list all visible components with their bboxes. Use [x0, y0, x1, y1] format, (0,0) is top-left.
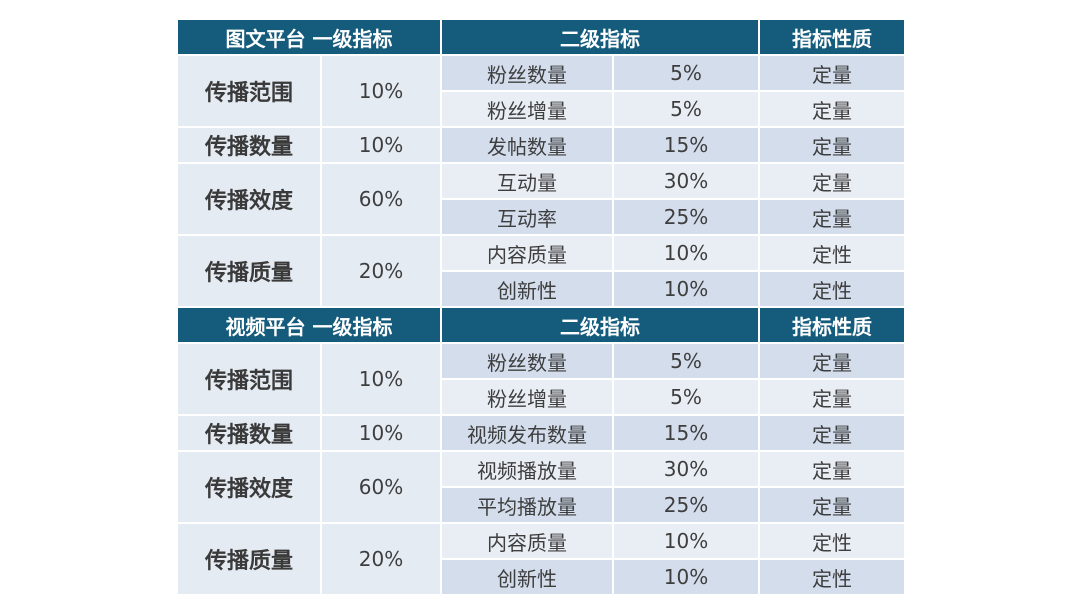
level2-weight: 30%	[612, 450, 760, 488]
nature-cell: 定量	[758, 54, 906, 92]
nature-cell: 定量	[758, 90, 906, 128]
level1-name: 传播效度	[176, 450, 322, 524]
nature-cell: 定性	[758, 234, 906, 272]
nature-cell: 定量	[758, 486, 906, 524]
level2-name: 视频发布数量	[440, 414, 614, 452]
nature-cell: 定量	[758, 162, 906, 200]
level1-name: 传播效度	[176, 162, 322, 236]
metrics-table-container: 图文平台 一级指标 二级指标 指标性质 传播范围 10% 粉丝数量 5% 定量 粉丝增量 5% 定量…	[176, 18, 906, 596]
table-row: 平均播放量 25% 定量	[177, 486, 906, 524]
table-row: 传播质量 20% 内容质量 10% 定性	[176, 234, 906, 308]
level2-name: 创新性	[440, 270, 614, 308]
level1-weight: 10%	[320, 126, 442, 164]
level2-name: 粉丝数量	[440, 342, 614, 380]
level1-weight: 60%	[320, 450, 442, 524]
level1-name: 传播质量	[176, 234, 322, 308]
level1-header: 视频平台 一级指标	[176, 306, 442, 344]
level2-weight: 10%	[612, 234, 760, 272]
nature-header: 指标性质	[758, 306, 906, 344]
nature-cell: 定量	[758, 198, 906, 236]
level1-weight: 60%	[320, 162, 442, 236]
nature-cell: 定量	[758, 126, 906, 164]
level1-weight: 10%	[320, 54, 442, 128]
level1-weight: 10%	[320, 342, 442, 416]
nature-cell: 定性	[758, 270, 906, 308]
level2-weight: 30%	[612, 162, 760, 200]
table-row: 传播数量 10% 视频发布数量 15% 定量	[176, 414, 906, 452]
nature-cell: 定量	[758, 342, 906, 380]
level1-weight: 20%	[320, 234, 442, 308]
table-row: 粉丝增量 5% 定量	[177, 378, 906, 416]
level2-weight: 5%	[612, 342, 760, 380]
level2-weight: 15%	[612, 126, 760, 164]
nature-header: 指标性质	[758, 18, 906, 56]
level2-header: 二级指标	[440, 18, 760, 56]
level2-name: 互动率	[440, 198, 614, 236]
table-row: 传播效度 60% 互动量 30% 定量	[176, 162, 906, 236]
table-row: 传播数量 10% 发帖数量 15% 定量	[176, 126, 906, 164]
table-row: 传播范围 10% 粉丝数量 5% 定量	[176, 54, 906, 128]
level1-name: 传播质量	[176, 522, 322, 596]
level1-name: 传播范围	[176, 54, 322, 128]
level2-name: 互动量	[440, 162, 614, 200]
level2-name: 粉丝增量	[440, 90, 614, 128]
level2-header: 二级指标	[440, 306, 760, 344]
level2-weight: 10%	[612, 270, 760, 308]
table-row: 传播效度 60% 视频播放量 30% 定量	[176, 450, 906, 524]
level2-name: 内容质量	[440, 522, 614, 560]
level2-weight: 10%	[612, 522, 760, 560]
level1-weight: 10%	[320, 414, 442, 452]
level2-name: 平均播放量	[440, 486, 614, 524]
level1-name: 传播数量	[176, 414, 322, 452]
nature-cell: 定性	[758, 558, 906, 596]
nature-cell: 定量	[758, 414, 906, 452]
table-row: 传播范围 10% 粉丝数量 5% 定量	[176, 342, 906, 416]
table-row: 传播质量 20% 内容质量 10% 定性	[176, 522, 906, 596]
section-header-row: 图文平台 一级指标 二级指标 指标性质	[176, 18, 906, 56]
nature-cell: 定性	[758, 522, 906, 560]
level2-name: 粉丝增量	[440, 378, 614, 416]
level1-header: 图文平台 一级指标	[176, 18, 442, 56]
level2-name: 发帖数量	[440, 126, 614, 164]
nature-cell: 定量	[758, 450, 906, 488]
level1-name: 传播范围	[176, 342, 322, 416]
level2-weight: 15%	[612, 414, 760, 452]
level2-name: 视频播放量	[440, 450, 614, 488]
level2-weight: 25%	[612, 486, 760, 524]
level2-weight: 10%	[612, 558, 760, 596]
nature-cell: 定量	[758, 378, 906, 416]
table-row: 粉丝增量 5% 定量	[177, 90, 906, 128]
level2-weight: 5%	[612, 54, 760, 92]
table-row: 创新性 10% 定性	[177, 270, 906, 308]
level1-name: 传播数量	[176, 126, 322, 164]
level2-name: 创新性	[440, 558, 614, 596]
level2-name: 内容质量	[440, 234, 614, 272]
table-row: 创新性 10% 定性	[177, 558, 906, 596]
section-header-row: 视频平台 一级指标 二级指标 指标性质	[176, 306, 906, 344]
level2-name: 粉丝数量	[440, 54, 614, 92]
table-row: 互动率 25% 定量	[177, 198, 906, 236]
level2-weight: 5%	[612, 378, 760, 416]
level1-weight: 20%	[320, 522, 442, 596]
level2-weight: 5%	[612, 90, 760, 128]
level2-weight: 25%	[612, 198, 760, 236]
metrics-table: 图文平台 一级指标 二级指标 指标性质 传播范围 10% 粉丝数量 5% 定量 粉丝增量 5% 定量…	[176, 18, 906, 596]
